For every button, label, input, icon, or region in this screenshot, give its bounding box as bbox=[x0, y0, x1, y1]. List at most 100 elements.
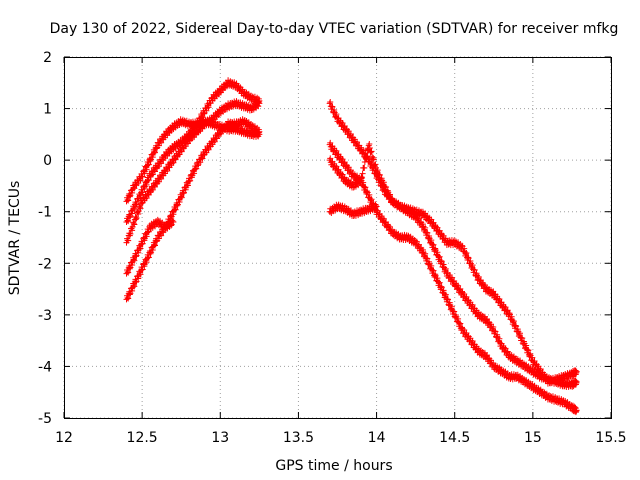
data-point bbox=[438, 257, 445, 264]
data-point bbox=[455, 282, 462, 289]
data-point bbox=[143, 181, 150, 188]
data-point bbox=[126, 291, 133, 298]
data-point bbox=[461, 245, 468, 252]
data-point bbox=[131, 257, 138, 264]
data-point bbox=[170, 159, 177, 166]
data-point bbox=[573, 378, 580, 385]
data-point bbox=[124, 196, 131, 203]
data-point bbox=[173, 200, 180, 207]
data-point bbox=[475, 273, 482, 280]
data-point bbox=[172, 206, 179, 213]
data-point bbox=[436, 279, 443, 286]
data-point bbox=[436, 254, 443, 261]
x-tick-label: 12 bbox=[55, 430, 73, 446]
data-point bbox=[168, 222, 175, 229]
data-point bbox=[366, 191, 373, 198]
data-point bbox=[431, 248, 438, 255]
data-point bbox=[139, 266, 146, 273]
data-point bbox=[366, 145, 373, 152]
data-point bbox=[211, 138, 218, 145]
data-point bbox=[137, 193, 144, 200]
data-point bbox=[127, 230, 134, 237]
data-point bbox=[174, 202, 181, 209]
data-point bbox=[124, 217, 131, 224]
data-point bbox=[523, 342, 530, 349]
data-point bbox=[384, 190, 391, 197]
data-point bbox=[506, 310, 513, 317]
x-axis-label: GPS time / hours bbox=[275, 458, 392, 474]
y-tick-label: 0 bbox=[43, 153, 52, 169]
data-point bbox=[135, 249, 142, 256]
data-point bbox=[129, 287, 136, 294]
data-point bbox=[143, 259, 150, 266]
data-point bbox=[448, 303, 455, 310]
data-point bbox=[170, 219, 177, 226]
data-point bbox=[143, 195, 150, 202]
data-point bbox=[140, 260, 147, 267]
data-point bbox=[484, 352, 491, 359]
x-tick-label: 15.5 bbox=[595, 430, 626, 446]
data-point bbox=[146, 155, 153, 162]
data-point bbox=[145, 161, 152, 168]
data-point bbox=[191, 170, 198, 177]
data-point bbox=[158, 232, 165, 239]
series-track-4 bbox=[123, 216, 177, 277]
data-point bbox=[140, 234, 147, 241]
data-point bbox=[143, 166, 150, 173]
data-point bbox=[139, 240, 146, 247]
data-point bbox=[361, 158, 368, 165]
data-point bbox=[137, 177, 144, 184]
data-point bbox=[438, 283, 445, 290]
data-point bbox=[125, 295, 132, 302]
data-point bbox=[126, 288, 133, 295]
data-point bbox=[463, 293, 470, 300]
y-tick-label: -2 bbox=[38, 256, 52, 272]
data-point bbox=[373, 203, 380, 210]
data-point bbox=[124, 269, 131, 276]
data-point bbox=[372, 161, 379, 168]
data-point bbox=[151, 149, 158, 156]
y-tick-label: 1 bbox=[43, 102, 52, 118]
data-point bbox=[502, 304, 509, 311]
data-point bbox=[465, 254, 472, 261]
data-point bbox=[347, 167, 354, 174]
data-point bbox=[469, 262, 476, 269]
data-point bbox=[361, 164, 368, 171]
data-point bbox=[363, 154, 370, 161]
data-point bbox=[469, 338, 476, 345]
data-point bbox=[508, 313, 515, 320]
data-point bbox=[442, 265, 449, 272]
data-point bbox=[149, 171, 156, 178]
data-point bbox=[368, 196, 375, 203]
data-point bbox=[172, 206, 179, 213]
data-point bbox=[448, 274, 455, 281]
data-point bbox=[333, 111, 340, 118]
data-point bbox=[158, 160, 165, 167]
data-point bbox=[167, 212, 174, 219]
data-point bbox=[158, 175, 165, 182]
data-point bbox=[130, 282, 137, 289]
data-point bbox=[205, 146, 212, 153]
data-points bbox=[123, 77, 580, 416]
data-point bbox=[472, 273, 479, 280]
data-point bbox=[187, 177, 194, 184]
data-point bbox=[529, 354, 536, 361]
series-track-5 bbox=[123, 116, 263, 205]
data-point bbox=[380, 179, 387, 186]
data-point bbox=[329, 103, 336, 110]
data-point bbox=[376, 172, 383, 179]
data-point bbox=[133, 201, 140, 208]
data-point bbox=[256, 97, 263, 104]
data-point bbox=[519, 335, 526, 342]
data-point bbox=[484, 316, 491, 323]
data-point bbox=[164, 167, 171, 174]
data-point bbox=[125, 269, 132, 276]
data-point bbox=[573, 368, 580, 375]
y-tick-label: -1 bbox=[38, 205, 52, 221]
data-point bbox=[490, 324, 497, 331]
data-point bbox=[457, 320, 464, 327]
data-point bbox=[149, 186, 156, 193]
data-point bbox=[137, 205, 144, 212]
data-point bbox=[126, 211, 133, 218]
series-track-2 bbox=[123, 77, 263, 226]
